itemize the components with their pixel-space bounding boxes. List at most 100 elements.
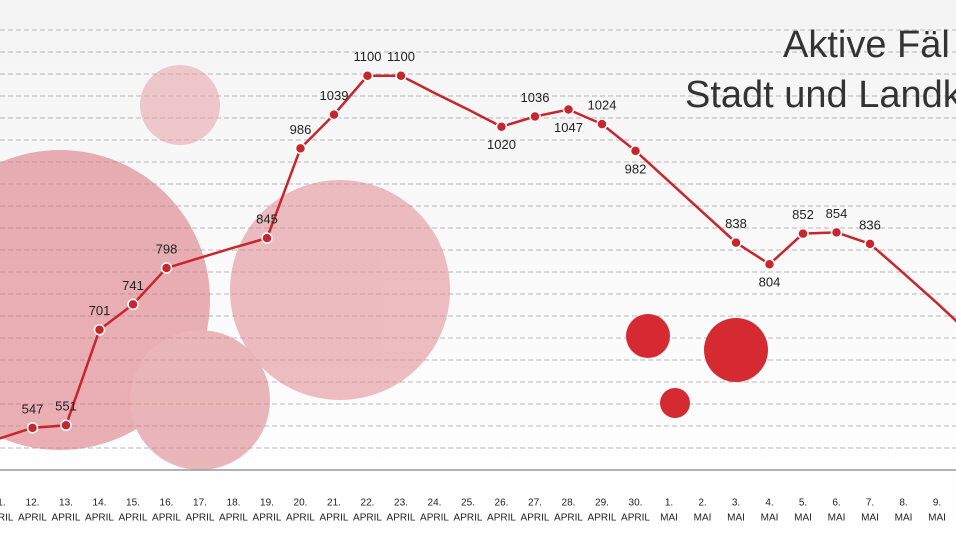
value-label: 1039: [320, 88, 349, 103]
x-tick-label: MAI: [727, 513, 745, 524]
grid: [0, 29, 956, 449]
virus-icons: [626, 314, 768, 418]
value-label: 798: [156, 241, 178, 256]
point: [127, 298, 139, 311]
x-tick-label: 8.: [899, 498, 907, 509]
x-tick-label: 27.: [528, 498, 542, 509]
x-tick-label: APRIL: [52, 513, 81, 524]
x-tick-label: APRIL: [353, 513, 382, 524]
value-label: 1047: [554, 120, 583, 135]
point: [730, 236, 742, 249]
value-label: 741: [122, 278, 144, 293]
point: [763, 258, 776, 270]
x-tick-label: 20.: [294, 498, 308, 509]
value-label: 1024: [588, 98, 617, 113]
x-tick-label: APRIL: [18, 513, 47, 524]
value-label: 701: [89, 303, 111, 318]
value-label: 551: [55, 399, 77, 414]
x-tick-label: 24.: [428, 498, 442, 509]
value-label: 1100: [387, 49, 415, 64]
x-tick-label: APRIL: [387, 513, 416, 524]
x-tick-label: APRIL: [420, 513, 449, 524]
point: [864, 238, 876, 250]
point: [529, 110, 541, 123]
x-tick-label: 23.: [394, 498, 408, 509]
x-tick-label: 11.: [0, 498, 6, 509]
point: [26, 422, 39, 434]
value-label: 804: [759, 275, 781, 290]
x-tick-label: 9.: [933, 498, 941, 509]
x-tick-label: 15.: [126, 498, 140, 509]
x-tick-label: APRIL: [521, 513, 550, 524]
value-label: 852: [792, 207, 814, 222]
x-tick-label: MAI: [761, 513, 779, 524]
x-tick-label: APRIL: [588, 513, 617, 524]
x-tick-label: 25.: [461, 498, 475, 509]
x-tick-label: APRIL: [152, 513, 181, 524]
x-tick-label: MAI: [694, 513, 712, 524]
value-label: 982: [625, 161, 647, 176]
value-label: 854: [826, 206, 848, 221]
x-tick-label: 30.: [629, 498, 643, 509]
x-tick-label: 18.: [227, 498, 241, 509]
x-tick-label: 13.: [59, 498, 73, 509]
x-tick-label: 28.: [562, 498, 576, 509]
value-label: 986: [290, 122, 312, 137]
point: [395, 70, 407, 82]
chart-title: Stadt und Landk: [685, 74, 956, 116]
value-label: 1100: [354, 49, 382, 64]
x-tick-label: 26.: [495, 498, 509, 509]
point: [294, 142, 307, 155]
x-tick-label: 5.: [799, 498, 807, 509]
point: [261, 232, 273, 244]
chart-title: Aktive Fäl: [783, 24, 950, 66]
virus-decoration: [0, 65, 450, 470]
x-tick-label: APRIL: [621, 513, 650, 524]
point: [328, 108, 340, 121]
point: [830, 226, 843, 239]
x-tick-label: APRIL: [0, 513, 14, 524]
point: [495, 120, 508, 133]
x-tick-label: 29.: [595, 498, 609, 509]
point: [60, 419, 72, 432]
x-tick-label: APRIL: [487, 513, 516, 524]
x-tick-label: 12.: [26, 498, 40, 509]
point: [93, 324, 106, 336]
x-tick-label: APRIL: [219, 513, 248, 524]
x-tick-label: APRIL: [286, 513, 315, 524]
x-tick-label: MAI: [895, 513, 913, 524]
x-tick-label: APRIL: [253, 513, 282, 524]
x-tick-label: MAI: [928, 513, 946, 524]
x-tick-label: APRIL: [320, 513, 349, 524]
value-label: 1020: [487, 137, 516, 152]
x-tick-label: APRIL: [119, 513, 148, 524]
x-tick-label: 17.: [193, 498, 207, 509]
x-tick-label: 6.: [832, 498, 840, 509]
x-tick-label: MAI: [861, 513, 879, 524]
point: [361, 70, 374, 82]
x-tick-label: APRIL: [186, 513, 215, 524]
value-label: 547: [22, 401, 44, 416]
x-tick-label: APRIL: [554, 513, 583, 524]
point: [596, 118, 608, 130]
x-tick-label: 3.: [732, 498, 740, 509]
value-label: 836: [859, 217, 881, 232]
value-label: 1036: [521, 90, 550, 105]
x-tick-label: 22.: [361, 498, 375, 509]
x-tick-label: 14.: [93, 498, 107, 509]
value-label: 845: [256, 212, 278, 227]
point: [629, 145, 642, 157]
x-tick-label: APRIL: [85, 513, 114, 524]
x-tick-label: 7.: [866, 498, 874, 509]
x-tick-label: APRIL: [454, 513, 483, 524]
x-tick-label: MAI: [828, 513, 846, 524]
x-tick-label: 2.: [698, 498, 706, 509]
x-tick-label: 16.: [160, 498, 174, 509]
point: [562, 103, 575, 116]
x-tick-label: 21.: [327, 498, 341, 509]
x-tick-label: MAI: [660, 513, 678, 524]
x-tick-label: 4.: [765, 498, 773, 509]
x-tick-label: 19.: [260, 498, 274, 509]
x-tick-label: MAI: [794, 513, 812, 524]
